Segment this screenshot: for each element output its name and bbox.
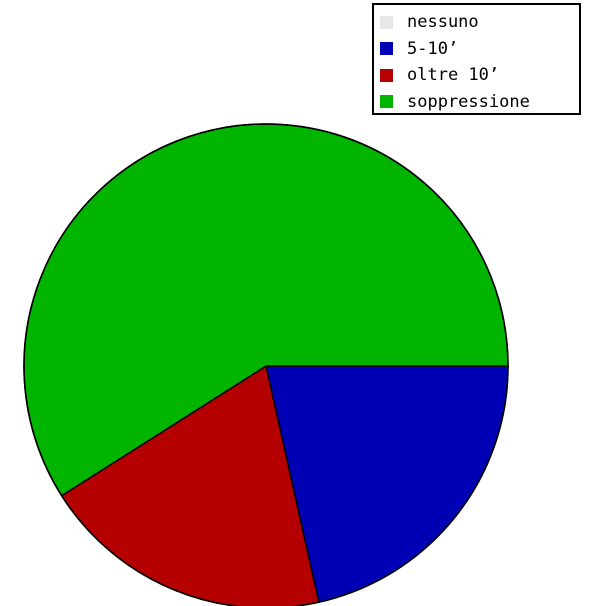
legend-swatch-nessuno <box>380 16 393 29</box>
legend-swatch-oltre-10 <box>380 69 393 82</box>
legend-label-oltre-10: oltre 10’ <box>407 65 499 85</box>
pie-slices <box>24 124 508 606</box>
legend-swatch-5-10 <box>380 42 393 55</box>
legend-item-oltre-10: oltre 10’ <box>380 62 579 89</box>
legend-item-soppressione: soppressione <box>380 89 579 116</box>
legend-item-nessuno: nessuno <box>380 9 579 36</box>
legend: nessuno 5-10’ oltre 10’ soppressione <box>372 3 581 115</box>
legend-swatch-soppressione <box>380 95 393 108</box>
legend-label-soppressione: soppressione <box>407 92 530 112</box>
legend-label-nessuno: nessuno <box>407 12 479 32</box>
legend-item-5-10: 5-10’ <box>380 36 579 63</box>
legend-label-5-10: 5-10’ <box>407 39 458 59</box>
